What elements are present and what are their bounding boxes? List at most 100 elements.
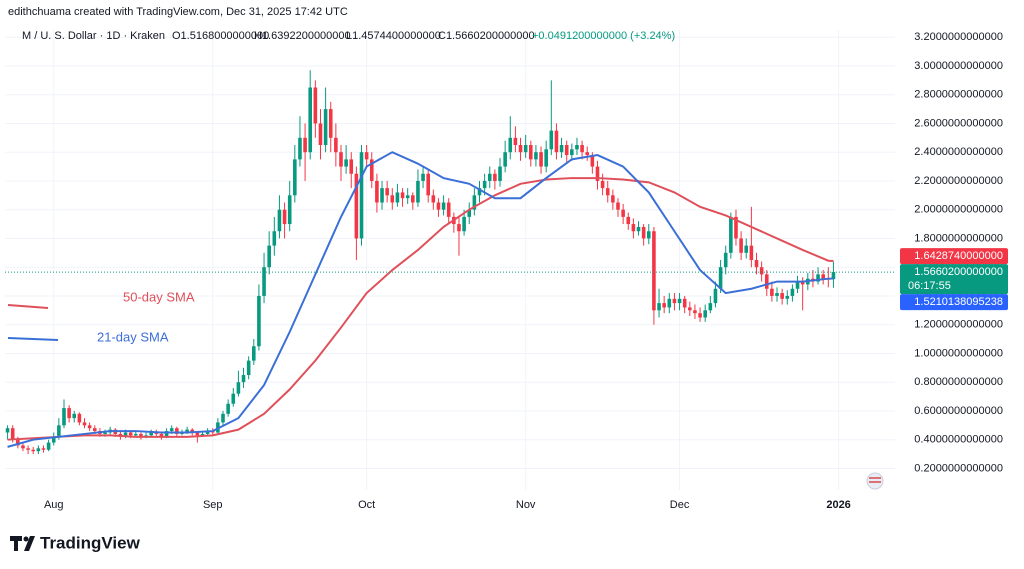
candle-body — [26, 448, 30, 450]
logo-text: TradingView — [40, 533, 141, 552]
candle-body — [236, 382, 241, 394]
candle-body — [652, 231, 656, 311]
legend-label: 21-day SMA — [97, 329, 169, 344]
candle-body — [149, 432, 153, 436]
candle-body — [821, 274, 825, 279]
logo[interactable]: TradingView — [10, 533, 141, 552]
candle-body — [82, 422, 87, 426]
candle-body — [277, 209, 282, 232]
candle-body — [92, 428, 97, 432]
candle-body — [549, 130, 554, 150]
candle-body — [446, 202, 451, 217]
symbol: M / U. S. Dollar · 1D · Kraken — [22, 30, 165, 42]
candle-body — [251, 346, 256, 361]
candle-body — [590, 155, 595, 167]
candle-body — [10, 428, 15, 440]
candle-body — [646, 231, 651, 239]
candle-body — [734, 216, 738, 239]
candle-body — [128, 432, 133, 436]
x-tick-label: Oct — [358, 499, 375, 511]
watermark: edithchuama created with TradingView.com… — [8, 6, 348, 18]
candle-body — [416, 180, 420, 203]
candle-body — [441, 202, 446, 210]
candle-body — [611, 195, 615, 203]
y-tick-label: 1.8000000000000 — [914, 232, 1003, 244]
candle-body — [431, 195, 436, 203]
candle-body — [698, 313, 702, 318]
candle-body — [405, 195, 410, 199]
candle-body — [682, 298, 687, 308]
candle-body — [349, 159, 354, 174]
candle-body — [539, 152, 543, 167]
candle-body — [154, 432, 159, 434]
candle-body — [41, 448, 46, 450]
price-label-box — [900, 294, 1008, 311]
candle-body — [600, 180, 605, 189]
candle-body — [570, 149, 574, 156]
candle-body — [308, 87, 313, 153]
candle-body — [718, 267, 723, 289]
y-tick-label: 3.0000000000000 — [914, 60, 1003, 72]
candle-body — [231, 393, 236, 404]
countdown: 06:17:55 — [908, 280, 951, 292]
candle-body — [375, 180, 379, 203]
candle-body — [400, 192, 405, 199]
candle-body — [780, 293, 784, 299]
candle-body — [411, 195, 415, 203]
legend-label: 50-day SMA — [123, 289, 195, 304]
candle-body — [672, 298, 677, 304]
candle-body — [626, 216, 631, 225]
candle-body — [123, 432, 128, 437]
candle-body — [31, 449, 36, 452]
candle-body — [462, 216, 466, 232]
candle-body — [457, 224, 461, 232]
candle-body — [518, 145, 523, 153]
candle-body — [354, 173, 359, 239]
candle-body — [667, 298, 672, 308]
candle-body — [16, 439, 20, 446]
x-tick-label: Sep — [203, 499, 223, 511]
candle-body — [744, 245, 749, 253]
y-tick-label: 2.8000000000000 — [914, 89, 1003, 101]
candle-body — [693, 310, 697, 314]
sma-line — [7, 151, 834, 448]
y-tick-label: 2.6000000000000 — [914, 117, 1003, 129]
candle-body — [200, 433, 205, 436]
candle-body — [534, 152, 538, 160]
candle-body — [369, 159, 374, 181]
legend-line — [7, 337, 59, 341]
candle-body — [164, 431, 169, 437]
candle-body — [21, 445, 25, 449]
candle-body — [559, 145, 564, 153]
candle-body — [139, 433, 143, 437]
candle-body — [498, 166, 502, 181]
candle-body — [493, 173, 497, 181]
candle-body — [328, 109, 333, 138]
candle-body — [421, 173, 425, 181]
candle-body — [508, 137, 513, 153]
candle-body — [257, 295, 261, 347]
candle-body — [800, 281, 805, 285]
y-tick-label: 2.0000000000000 — [914, 204, 1003, 216]
candle-body — [323, 109, 328, 145]
candle-body — [795, 281, 800, 289]
candle-body — [344, 159, 348, 167]
candle-body — [62, 408, 66, 426]
candle-body — [359, 152, 364, 239]
candle-body — [770, 288, 774, 296]
candle-body — [293, 159, 297, 196]
y-tick-label: 0.6000000000000 — [914, 405, 1003, 417]
candle-body — [267, 245, 271, 268]
candle-body — [554, 130, 559, 153]
y-tick-label: 0.8000000000000 — [914, 376, 1003, 388]
candle-body — [241, 375, 246, 383]
region-flag[interactable] — [866, 472, 884, 490]
ohlc-high: H1.6392200000000 — [254, 30, 351, 42]
candle-body — [662, 303, 666, 308]
candle-body — [641, 226, 646, 239]
x-tick-label: 2026 — [826, 499, 850, 511]
candle-body — [739, 238, 743, 253]
candle-body — [580, 145, 584, 153]
